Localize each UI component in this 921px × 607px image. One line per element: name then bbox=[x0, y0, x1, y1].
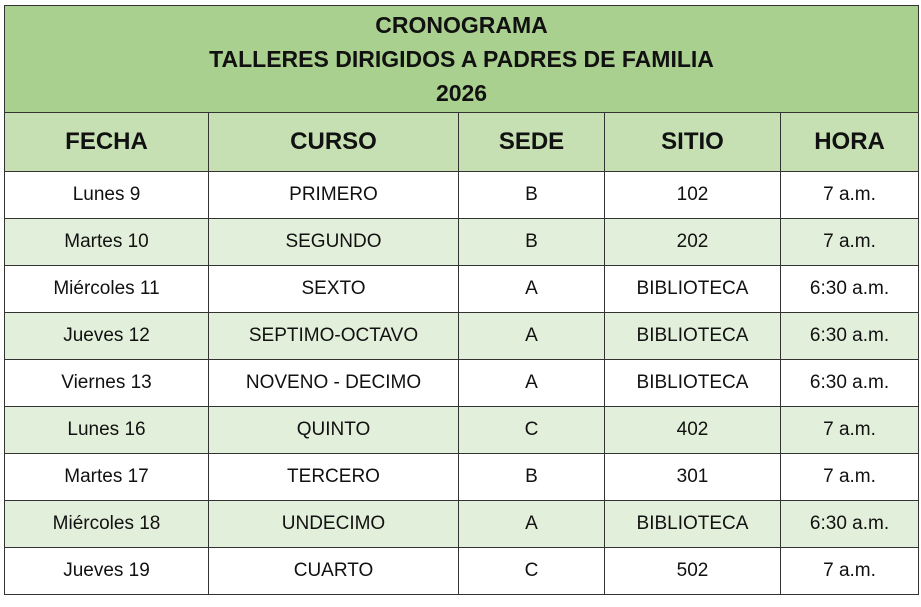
title-line-1: CRONOGRAMA bbox=[375, 12, 548, 38]
table-row: Jueves 12 SEPTIMO-OCTAVO A BIBLIOTECA 6:30 a… bbox=[4, 312, 920, 360]
cell-sitio: 102 bbox=[604, 171, 781, 219]
cell-curso: SEPTIMO-OCTAVO bbox=[208, 312, 459, 360]
column-header-sede: SEDE bbox=[458, 112, 605, 172]
cell-hora: 7 a.m. bbox=[779, 406, 920, 454]
cell-curso: SEGUNDO bbox=[208, 218, 459, 266]
table-title: CRONOGRAMA TALLERES DIRIGIDOS A PADRES D… bbox=[3, 5, 920, 113]
table-row: Lunes 16 QUINTO C 402 7 a.m. bbox=[4, 406, 920, 454]
cell-sitio: BIBLIOTECA bbox=[604, 359, 781, 407]
cell-fecha: Lunes 9 bbox=[4, 171, 209, 219]
header-row: FECHA CURSO SEDE SITIO HORA bbox=[4, 112, 920, 172]
cell-fecha: Martes 17 bbox=[4, 453, 209, 501]
title-row: CRONOGRAMA TALLERES DIRIGIDOS A PADRES D… bbox=[3, 5, 920, 113]
cell-sede: A bbox=[458, 265, 605, 313]
cell-curso: UNDECIMO bbox=[208, 500, 459, 548]
cell-sitio: BIBLIOTECA bbox=[604, 265, 781, 313]
table-row: Martes 17 TERCERO B 301 7 a.m. bbox=[4, 453, 920, 501]
cell-sitio: 502 bbox=[604, 547, 781, 595]
cell-curso: NOVENO - DECIMO bbox=[208, 359, 459, 407]
title-line-2: TALLERES DIRIGIDOS A PADRES DE FAMILIA bbox=[209, 46, 714, 72]
cell-hora: 7 a.m. bbox=[779, 171, 920, 219]
cell-hora: 6:30 a.m. bbox=[779, 359, 920, 407]
cell-fecha: Miércoles 11 bbox=[4, 265, 209, 313]
cell-curso: SEXTO bbox=[208, 265, 459, 313]
cell-hora: 6:30 a.m. bbox=[779, 265, 920, 313]
cell-sede: A bbox=[458, 359, 605, 407]
cell-curso: QUINTO bbox=[208, 406, 459, 454]
schedule-table: CRONOGRAMA TALLERES DIRIGIDOS A PADRES D… bbox=[3, 5, 920, 595]
cell-fecha: Jueves 19 bbox=[4, 547, 209, 595]
cell-sitio: 402 bbox=[604, 406, 781, 454]
cell-sede: B bbox=[458, 453, 605, 501]
cell-sede: B bbox=[458, 171, 605, 219]
cell-fecha: Martes 10 bbox=[4, 218, 209, 266]
cell-sede: A bbox=[458, 312, 605, 360]
column-header-fecha: FECHA bbox=[4, 112, 209, 172]
cell-hora: 7 a.m. bbox=[779, 453, 920, 501]
cell-fecha: Miércoles 18 bbox=[4, 500, 209, 548]
cell-hora: 7 a.m. bbox=[779, 547, 920, 595]
column-header-curso: CURSO bbox=[208, 112, 459, 172]
table-row: Jueves 19 CUARTO C 502 7 a.m. bbox=[4, 547, 920, 595]
cell-sitio: 301 bbox=[604, 453, 781, 501]
cell-sede: A bbox=[458, 500, 605, 548]
cell-sede: C bbox=[458, 406, 605, 454]
table-row: Miércoles 18 UNDECIMO A BIBLIOTECA 6:30 a.m. bbox=[4, 500, 920, 548]
title-line-3: 2026 bbox=[435, 80, 488, 106]
cell-sitio: 202 bbox=[604, 218, 781, 266]
cell-hora: 7 a.m. bbox=[779, 218, 920, 266]
cell-sitio: BIBLIOTECA bbox=[604, 312, 781, 360]
cell-curso: CUARTO bbox=[208, 547, 459, 595]
cell-hora: 6:30 a.m. bbox=[779, 312, 920, 360]
cell-curso: PRIMERO bbox=[208, 171, 459, 219]
table-row: Miércoles 11 SEXTO A BIBLIOTECA 6:30 a.m. bbox=[4, 265, 920, 313]
cell-hora: 6:30 a.m. bbox=[779, 500, 920, 548]
column-header-sitio: SITIO bbox=[604, 112, 781, 172]
cell-fecha: Jueves 12 bbox=[4, 312, 209, 360]
cell-fecha: Lunes 16 bbox=[4, 406, 209, 454]
cell-sede: B bbox=[458, 218, 605, 266]
cell-fecha: Viernes 13 bbox=[4, 359, 209, 407]
cell-curso: TERCERO bbox=[208, 453, 459, 501]
cell-sitio: BIBLIOTECA bbox=[604, 500, 781, 548]
cell-sede: C bbox=[458, 547, 605, 595]
table-row: Martes 10 SEGUNDO B 202 7 a.m. bbox=[4, 218, 920, 266]
table-row: Viernes 13 NOVENO - DECIMO A BIBLIOTECA 6:30… bbox=[4, 359, 920, 407]
column-header-hora: HORA bbox=[779, 112, 920, 172]
table-row: Lunes 9 PRIMERO B 102 7 a.m. bbox=[4, 171, 920, 219]
